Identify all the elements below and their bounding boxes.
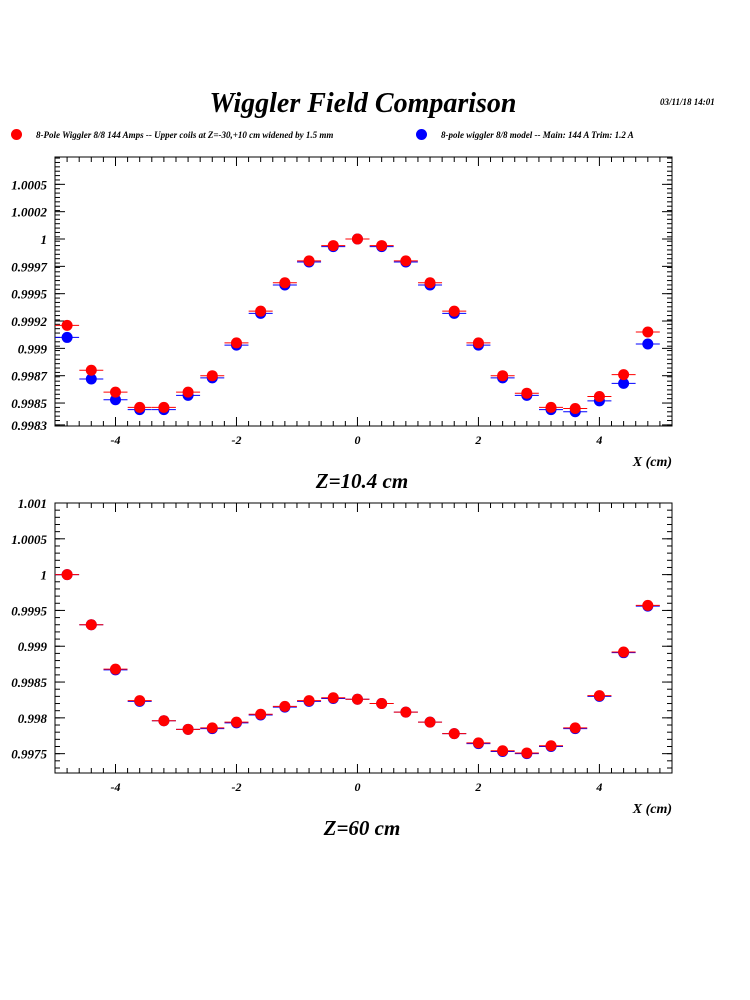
data-point [109,394,121,406]
data-point [497,745,509,757]
x-tick-label: -4 [110,433,120,447]
data-point [61,331,73,343]
x-tick-label: -2 [231,780,241,794]
data-point [182,386,194,398]
y-tick-label: 0.9983 [11,418,47,433]
data-point [593,690,605,702]
data-point [85,364,97,376]
y-tick-label: 0.9997 [11,259,47,274]
data-point [85,619,97,631]
data-point [521,387,533,399]
chart-title: Wiggler Field Comparison [209,88,517,119]
y-tick-label: 0.999 [18,341,48,356]
x-tick-label: 4 [595,780,602,794]
y-tick-label: 1.0005 [11,532,47,547]
data-point [593,390,605,402]
data-point [448,305,460,317]
data-point [134,695,146,707]
data-point [158,715,170,727]
data-point [85,373,97,385]
y-tick-label: 0.9975 [11,747,47,762]
data-point [279,277,291,289]
data-point [279,700,291,712]
legend-item-measured: 8-Pole Wiggler 8/8 144 Amps -- Upper coi… [11,129,334,141]
x-axis-label: X (cm) [632,455,672,470]
y-tick-label: 0.9985 [11,675,47,690]
data-point [618,377,630,389]
data-point [472,337,484,349]
data-point [61,569,73,581]
y-tick-label: 0.9995 [11,287,47,302]
y-tick-label: 1 [41,568,48,583]
data-point [327,692,339,704]
data-point [109,663,121,675]
legend-item-model: 8-pole wiggler 8/8 model -- Main: 144 A … [416,129,634,141]
data-point [472,737,484,749]
plot-title: Z=10.4 cm [315,469,408,493]
data-point [400,255,412,267]
data-point [424,277,436,289]
data-point [497,370,509,382]
data-point [327,240,339,252]
plot-frame [54,502,673,774]
legend-blue-marker [416,129,427,141]
plot-title: Z=60 cm [323,816,401,840]
data-point [376,698,388,710]
data-point [521,747,533,759]
plot-frame [54,156,673,427]
x-tick-label: -2 [231,433,241,447]
x-tick-label: 2 [474,780,481,794]
legend-label-measured: 8-Pole Wiggler 8/8 144 Amps -- Upper coi… [36,129,334,140]
data-point [618,646,630,658]
data-point [351,693,363,705]
data-point [206,722,218,734]
data-point [61,319,73,331]
data-point [255,708,267,720]
data-point [400,706,412,718]
data-point [230,337,242,349]
y-tick-label: 0.9987 [11,369,47,384]
legend: 8-Pole Wiggler 8/8 144 Amps -- Upper coi… [0,129,750,145]
y-tick-label: 0.9992 [11,314,47,329]
date-stamp: 03/11/18 14:01 [660,97,715,107]
data-point [109,386,121,398]
data-point [642,338,654,350]
x-axis-label: X (cm) [632,802,672,817]
data-point [642,599,654,611]
y-tick-label: 1.0005 [11,177,47,192]
y-tick-label: 1 [41,232,48,247]
x-tick-label: 0 [354,433,360,447]
y-tick-label: 0.998 [18,711,48,726]
data-point [255,305,267,317]
data-point [134,401,146,413]
data-point [569,403,581,415]
data-point [642,326,654,338]
y-tick-label: 1.001 [18,496,47,511]
legend-label-model: 8-pole wiggler 8/8 model -- Main: 144 A … [441,129,634,140]
data-point [303,695,315,707]
data-point [351,233,363,245]
x-tick-label: -4 [110,780,120,794]
legend-red-marker [11,129,22,141]
data-point [230,716,242,728]
data-point [158,401,170,413]
x-tick-label: 4 [595,433,602,447]
y-tick-label: 1.0002 [11,205,47,220]
data-point [206,370,218,382]
data-point [618,369,630,381]
x-tick-label: 2 [474,433,481,447]
data-point [545,401,557,413]
y-tick-label: 0.999 [18,639,48,654]
data-point [424,716,436,728]
data-point [303,255,315,267]
y-tick-label: 0.9985 [11,396,47,411]
y-tick-label: 0.9995 [11,603,47,618]
data-point [569,722,581,734]
data-point [182,723,194,735]
x-tick-label: 0 [354,780,360,794]
data-point [376,240,388,252]
data-point [545,740,557,752]
data-point [448,728,460,740]
